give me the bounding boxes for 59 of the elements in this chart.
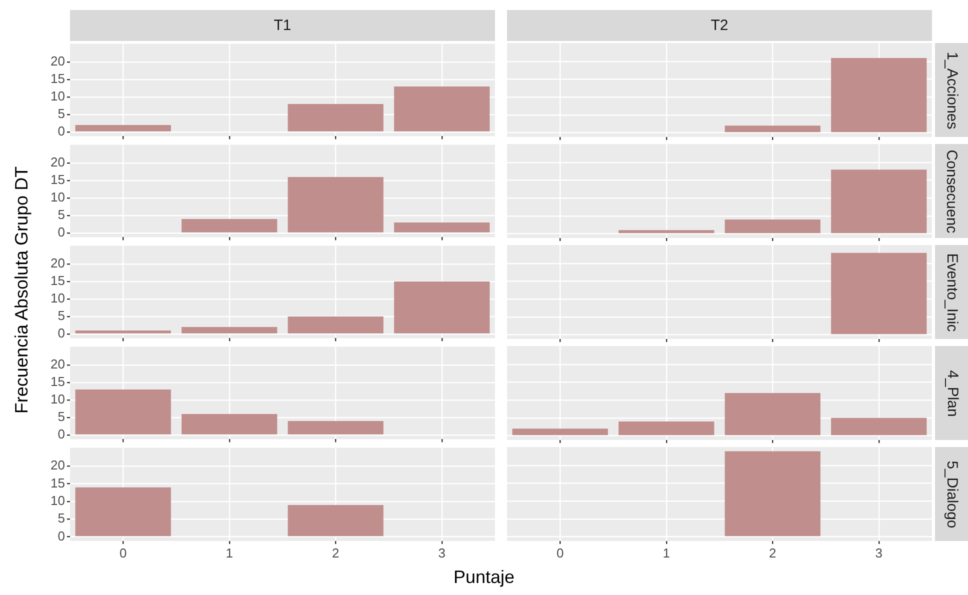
y-tick-label: 20 — [50, 256, 65, 271]
bar — [182, 327, 278, 334]
y2-axis-title: Evento_Inic — [944, 252, 961, 332]
bar — [75, 330, 171, 334]
x-tick-label: 3 — [438, 545, 446, 560]
x-tick-label: 0 — [556, 545, 564, 560]
y-tick-label: 15 — [50, 172, 65, 188]
bar — [288, 177, 384, 232]
x-tick-label: 2 — [769, 545, 776, 560]
bar — [182, 219, 278, 232]
bar — [182, 414, 278, 434]
y-tick-label: 5 — [58, 510, 65, 526]
bar — [618, 421, 714, 436]
y-tick-label: 10 — [50, 290, 65, 306]
y-tick-label: 0 — [58, 326, 65, 341]
y2-axis-title: 4_Plan — [944, 370, 960, 416]
x-tick-label: 0 — [120, 545, 127, 560]
x-tick-label: 1 — [226, 545, 233, 560]
bar — [724, 393, 820, 436]
y-tick-label: 10 — [50, 392, 65, 407]
x-axis-title: Puntaje — [452, 567, 516, 588]
y-tick-label: 5 — [58, 308, 65, 324]
chart-title: T2 — [507, 10, 932, 41]
x-tick-label: 1 — [662, 545, 670, 560]
y-tick-label: 20 — [50, 458, 65, 473]
y-tick-label: 0 — [58, 528, 65, 544]
y-tick-label: 5 — [58, 106, 65, 122]
y-tick-label: 5 — [58, 409, 65, 424]
y2-axis-title: Consecuenc — [944, 149, 961, 233]
bar — [512, 428, 608, 436]
y-tick-label: 0 — [58, 426, 65, 442]
y-tick-label: 10 — [50, 190, 65, 205]
y-tick-label: 10 — [50, 88, 65, 104]
chart-title: T1 — [70, 10, 495, 41]
bar — [75, 125, 171, 132]
bar — [394, 86, 490, 132]
y-tick-label: 15 — [50, 374, 65, 390]
x-tick-label: 3 — [875, 545, 882, 560]
y-tick-label: 5 — [58, 207, 65, 222]
y2-axis-title: 5_Dialogo — [944, 460, 960, 528]
y-axis-title: Frecuencia Absoluta Grupo DT — [12, 166, 32, 414]
y-tick-label: 20 — [50, 356, 65, 372]
bar — [288, 316, 384, 334]
bar — [394, 282, 490, 334]
bar — [288, 421, 384, 434]
y-tick-label: 20 — [50, 54, 65, 69]
y-tick-label: 15 — [50, 71, 65, 86]
bar — [394, 222, 490, 232]
bar — [831, 418, 927, 436]
bar — [75, 390, 171, 434]
y-tick-label: 15 — [50, 273, 65, 288]
y-tick-label: 10 — [50, 493, 65, 508]
y-tick-label: 0 — [58, 124, 65, 139]
y-tick-label: 15 — [50, 475, 65, 490]
y-tick-label: 20 — [50, 154, 65, 170]
y-tick-label: 0 — [58, 224, 65, 240]
y2-axis-title: 1_Acciones — [944, 51, 960, 129]
bar — [288, 104, 384, 132]
x-tick-label: 2 — [332, 545, 340, 560]
